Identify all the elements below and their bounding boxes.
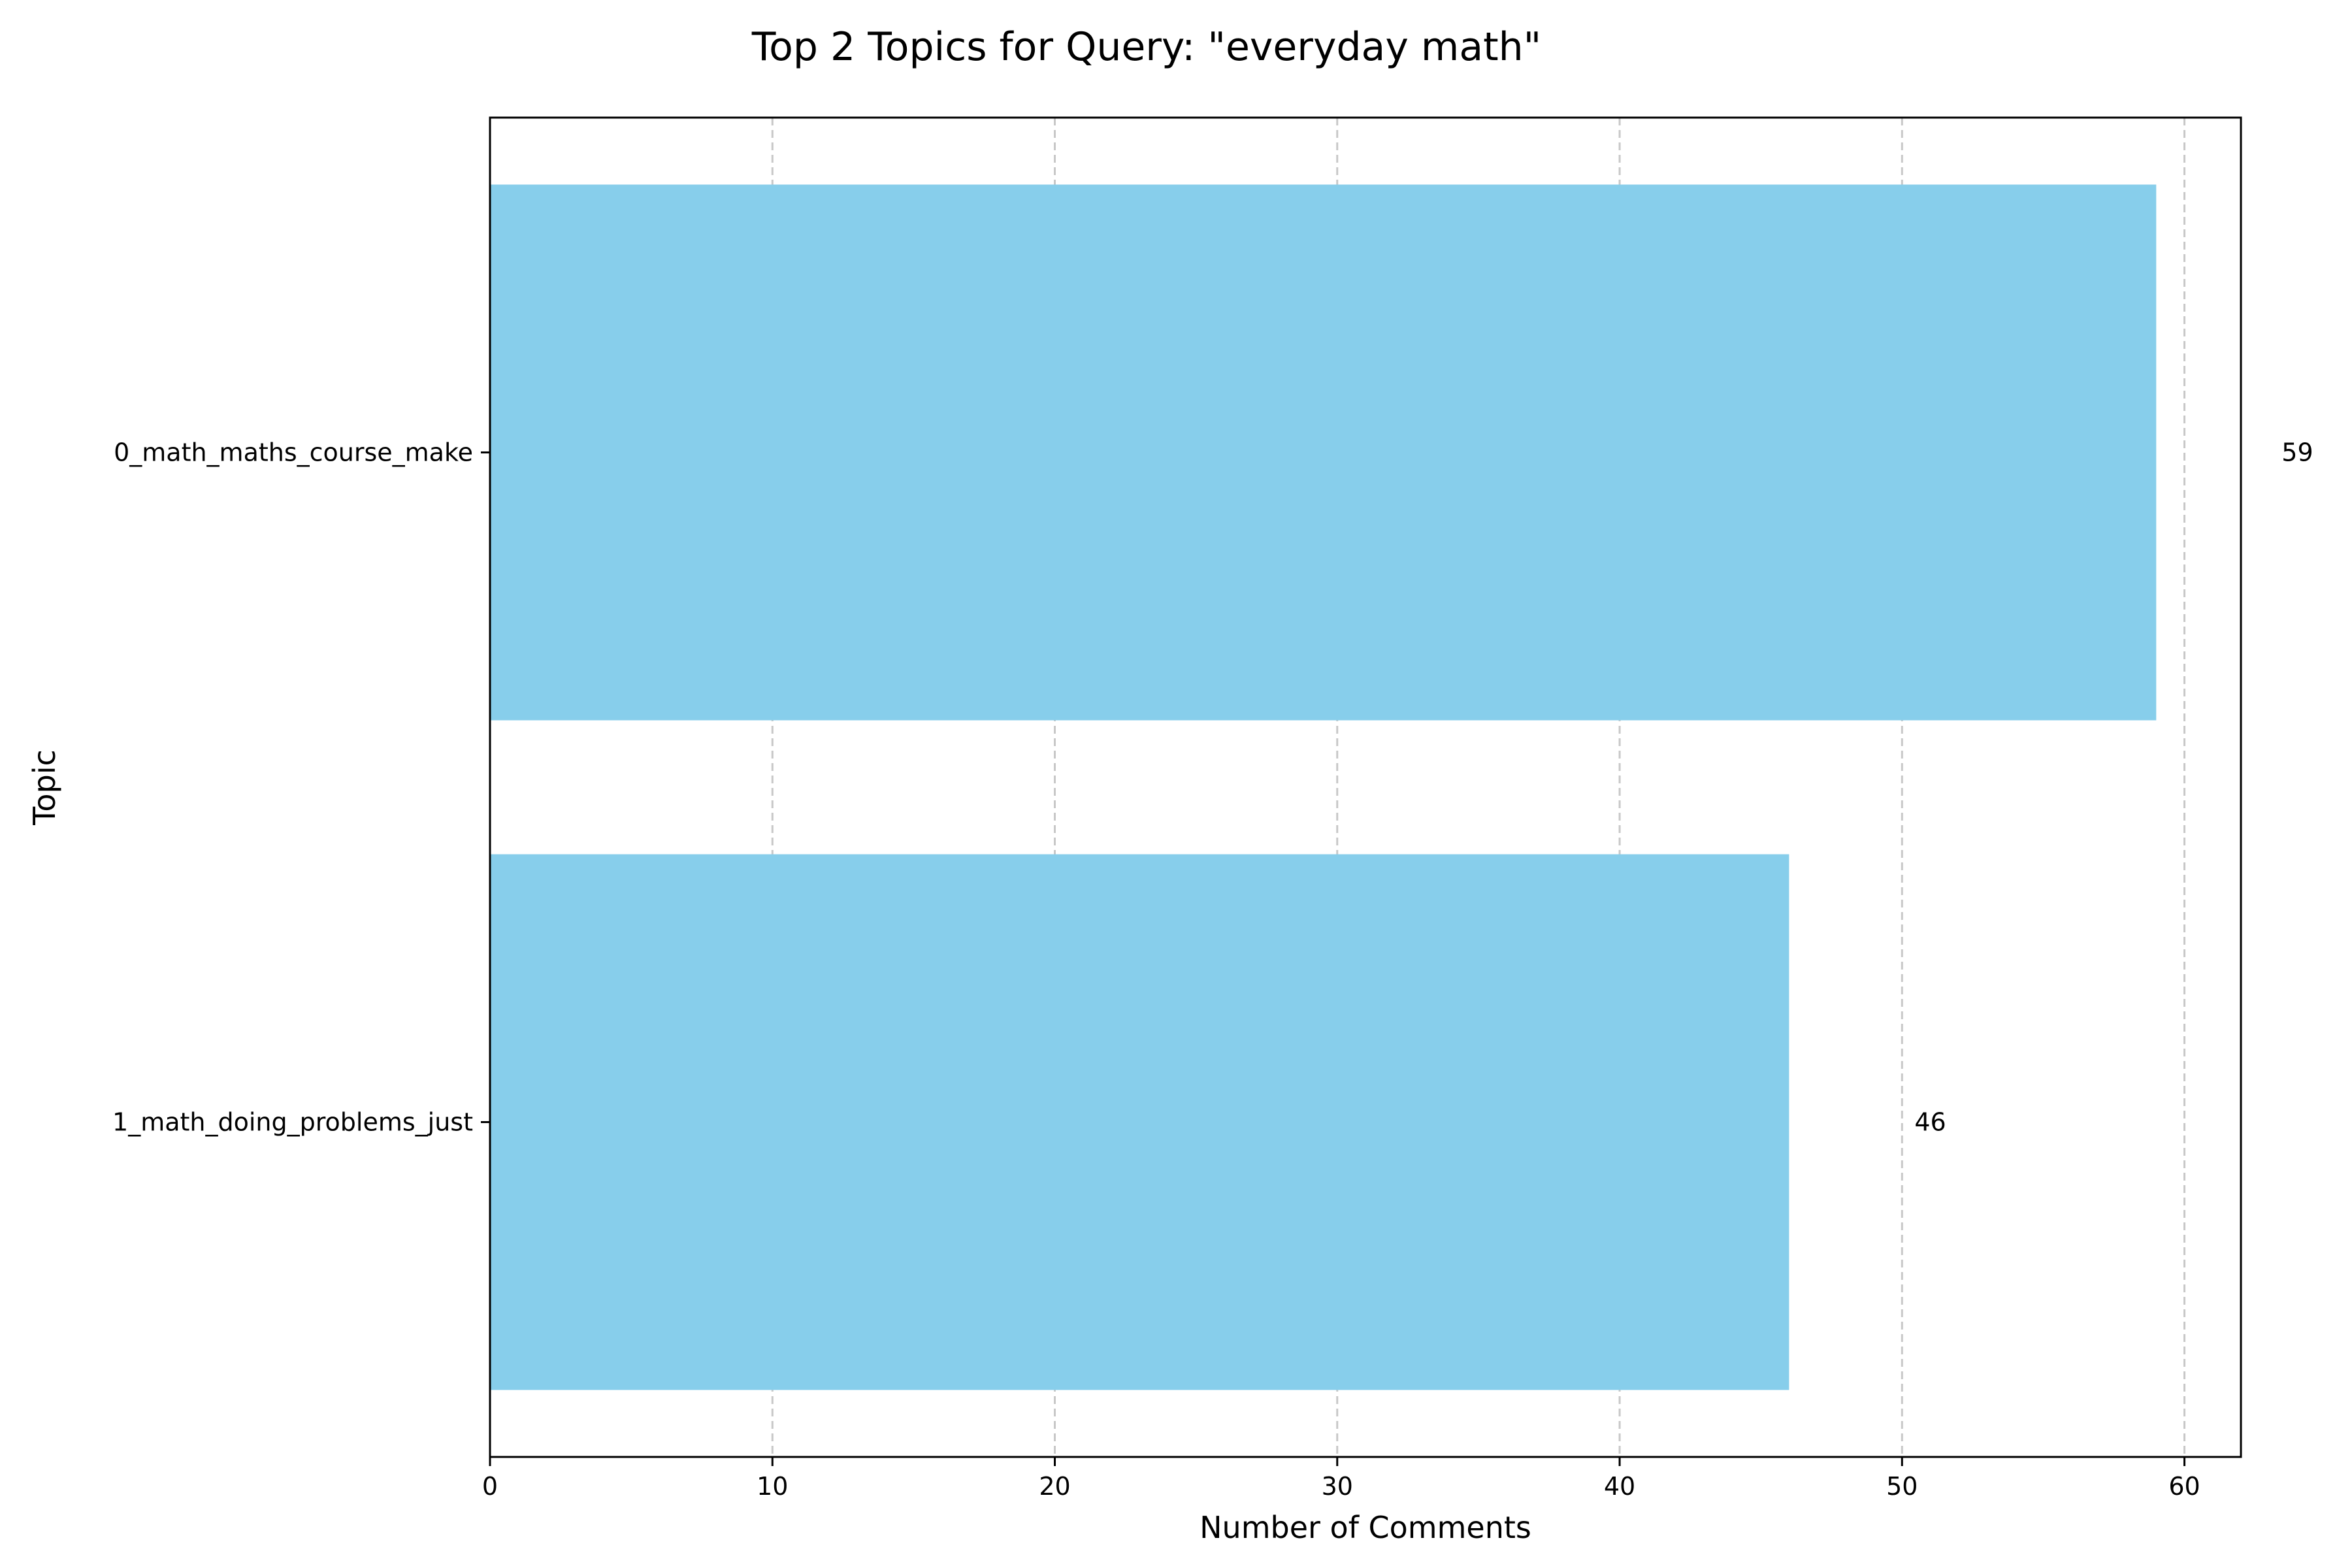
x-axis: 0 10 20 30 40 50 60	[482, 1457, 2200, 1501]
y-axis-label: Topic	[27, 749, 62, 826]
bar	[490, 854, 1789, 1390]
data-label: 46	[1914, 1108, 1946, 1137]
y-tick-label: 1_math_doing_problems_just	[112, 1108, 473, 1137]
bars	[490, 184, 2157, 1390]
x-axis-label: Number of Comments	[1200, 1510, 1531, 1545]
y-tick-label: 0_math_maths_course_make	[114, 438, 473, 467]
x-tick-label: 50	[1886, 1472, 1918, 1501]
x-tick-label: 0	[482, 1472, 498, 1501]
x-tick-label: 10	[757, 1472, 788, 1501]
y-axis: 0_math_maths_course_make 1_math_doing_pro…	[112, 438, 490, 1137]
data-label: 59	[2281, 438, 2313, 467]
chart-title: Top 2 Topics for Query: "everyday math"	[751, 24, 1542, 70]
x-tick-label: 60	[2168, 1472, 2200, 1501]
x-tick-label: 30	[1322, 1472, 1353, 1501]
plot-frame	[489, 116, 2242, 1458]
bar	[490, 184, 2157, 721]
data-labels: 59 46	[1914, 438, 2313, 1137]
x-tick-label: 20	[1039, 1472, 1070, 1501]
x-tick-label: 40	[1604, 1472, 1635, 1501]
